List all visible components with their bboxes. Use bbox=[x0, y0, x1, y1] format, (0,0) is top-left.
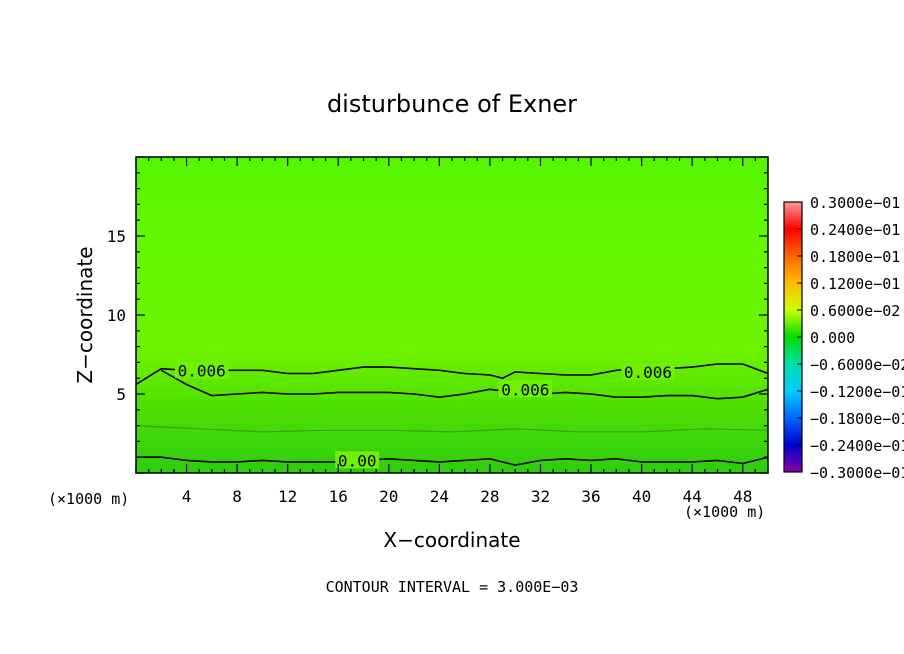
x-tick-label: 48 bbox=[733, 487, 752, 506]
contour-label-bg-0 bbox=[174, 361, 229, 379]
y-tick-label: 10 bbox=[107, 306, 126, 325]
x-tick-labels: 4 8 12 16 20 24 28 32 36 40 44 48 bbox=[182, 487, 753, 506]
colorbar-label: −0.1200e−01 bbox=[810, 383, 904, 401]
colorbar-labels: 0.3000e−01 0.2400e−01 0.1800e−01 0.1200e−01… bbox=[810, 194, 904, 482]
x-tick-label: 32 bbox=[531, 487, 550, 506]
x-tick-label: 40 bbox=[632, 487, 651, 506]
contour-line-2 bbox=[136, 456, 768, 466]
colorbar-label: −0.2400e−01 bbox=[810, 437, 904, 455]
contour-line-faint bbox=[136, 425, 768, 433]
x-tick-label: 20 bbox=[379, 487, 398, 506]
contour-interval-note: CONTOUR INTERVAL = 3.000E−03 bbox=[326, 578, 579, 596]
colorbar-label: 0.3000e−01 bbox=[810, 194, 900, 212]
contour-line-1 bbox=[160, 369, 768, 400]
contour-label-2: 0.006 bbox=[501, 380, 549, 399]
y-tick-label: 15 bbox=[107, 227, 126, 246]
contour-label-bg-3 bbox=[335, 451, 380, 469]
x-tick-label: 4 bbox=[182, 487, 192, 506]
chart-title: disturbunce of Exner bbox=[327, 90, 577, 118]
x-tick-label: 24 bbox=[430, 487, 449, 506]
x-tick-label: 16 bbox=[329, 487, 348, 506]
colorbar-label: 0.6000e−02 bbox=[810, 302, 900, 320]
colorbar-label: 0.000 bbox=[810, 329, 855, 347]
x-tick-label: 28 bbox=[480, 487, 499, 506]
contour-label-bg-2 bbox=[498, 380, 553, 398]
contour-label-3: 0.00 bbox=[338, 451, 377, 470]
plot-field bbox=[136, 157, 768, 473]
contour-label-0: 0.006 bbox=[178, 361, 226, 380]
colorbar-label: −0.1800e−01 bbox=[810, 410, 904, 428]
axis-ticks bbox=[135, 156, 769, 474]
colorbar-label: 0.1800e−01 bbox=[810, 248, 900, 266]
colorbar-label: −0.6000e−02 bbox=[810, 356, 904, 374]
x-tick-label: 36 bbox=[581, 487, 600, 506]
colorbar-label: −0.3000e−01 bbox=[810, 464, 904, 482]
y-tick-label: 5 bbox=[116, 385, 126, 404]
contour-label-1: 0.006 bbox=[624, 363, 672, 382]
x-tick-label: 44 bbox=[683, 487, 702, 506]
x-unit-right: (×1000 m) bbox=[684, 503, 765, 521]
y-tick-labels: 5 10 15 bbox=[107, 227, 126, 404]
x-unit-left: (×1000 m) bbox=[48, 490, 129, 508]
colorbar bbox=[783, 201, 803, 473]
y-axis-label: Z−coordinate bbox=[73, 246, 97, 383]
contour-labels: 0.006 0.006 0.006 0.00 bbox=[174, 361, 675, 470]
x-axis-label: X−coordinate bbox=[383, 528, 520, 552]
colorbar-label: 0.1200e−01 bbox=[810, 275, 900, 293]
contour-label-bg-1 bbox=[621, 362, 675, 380]
x-tick-label: 8 bbox=[232, 487, 242, 506]
x-tick-label: 12 bbox=[278, 487, 297, 506]
colorbar-label: 0.2400e−01 bbox=[810, 221, 900, 239]
